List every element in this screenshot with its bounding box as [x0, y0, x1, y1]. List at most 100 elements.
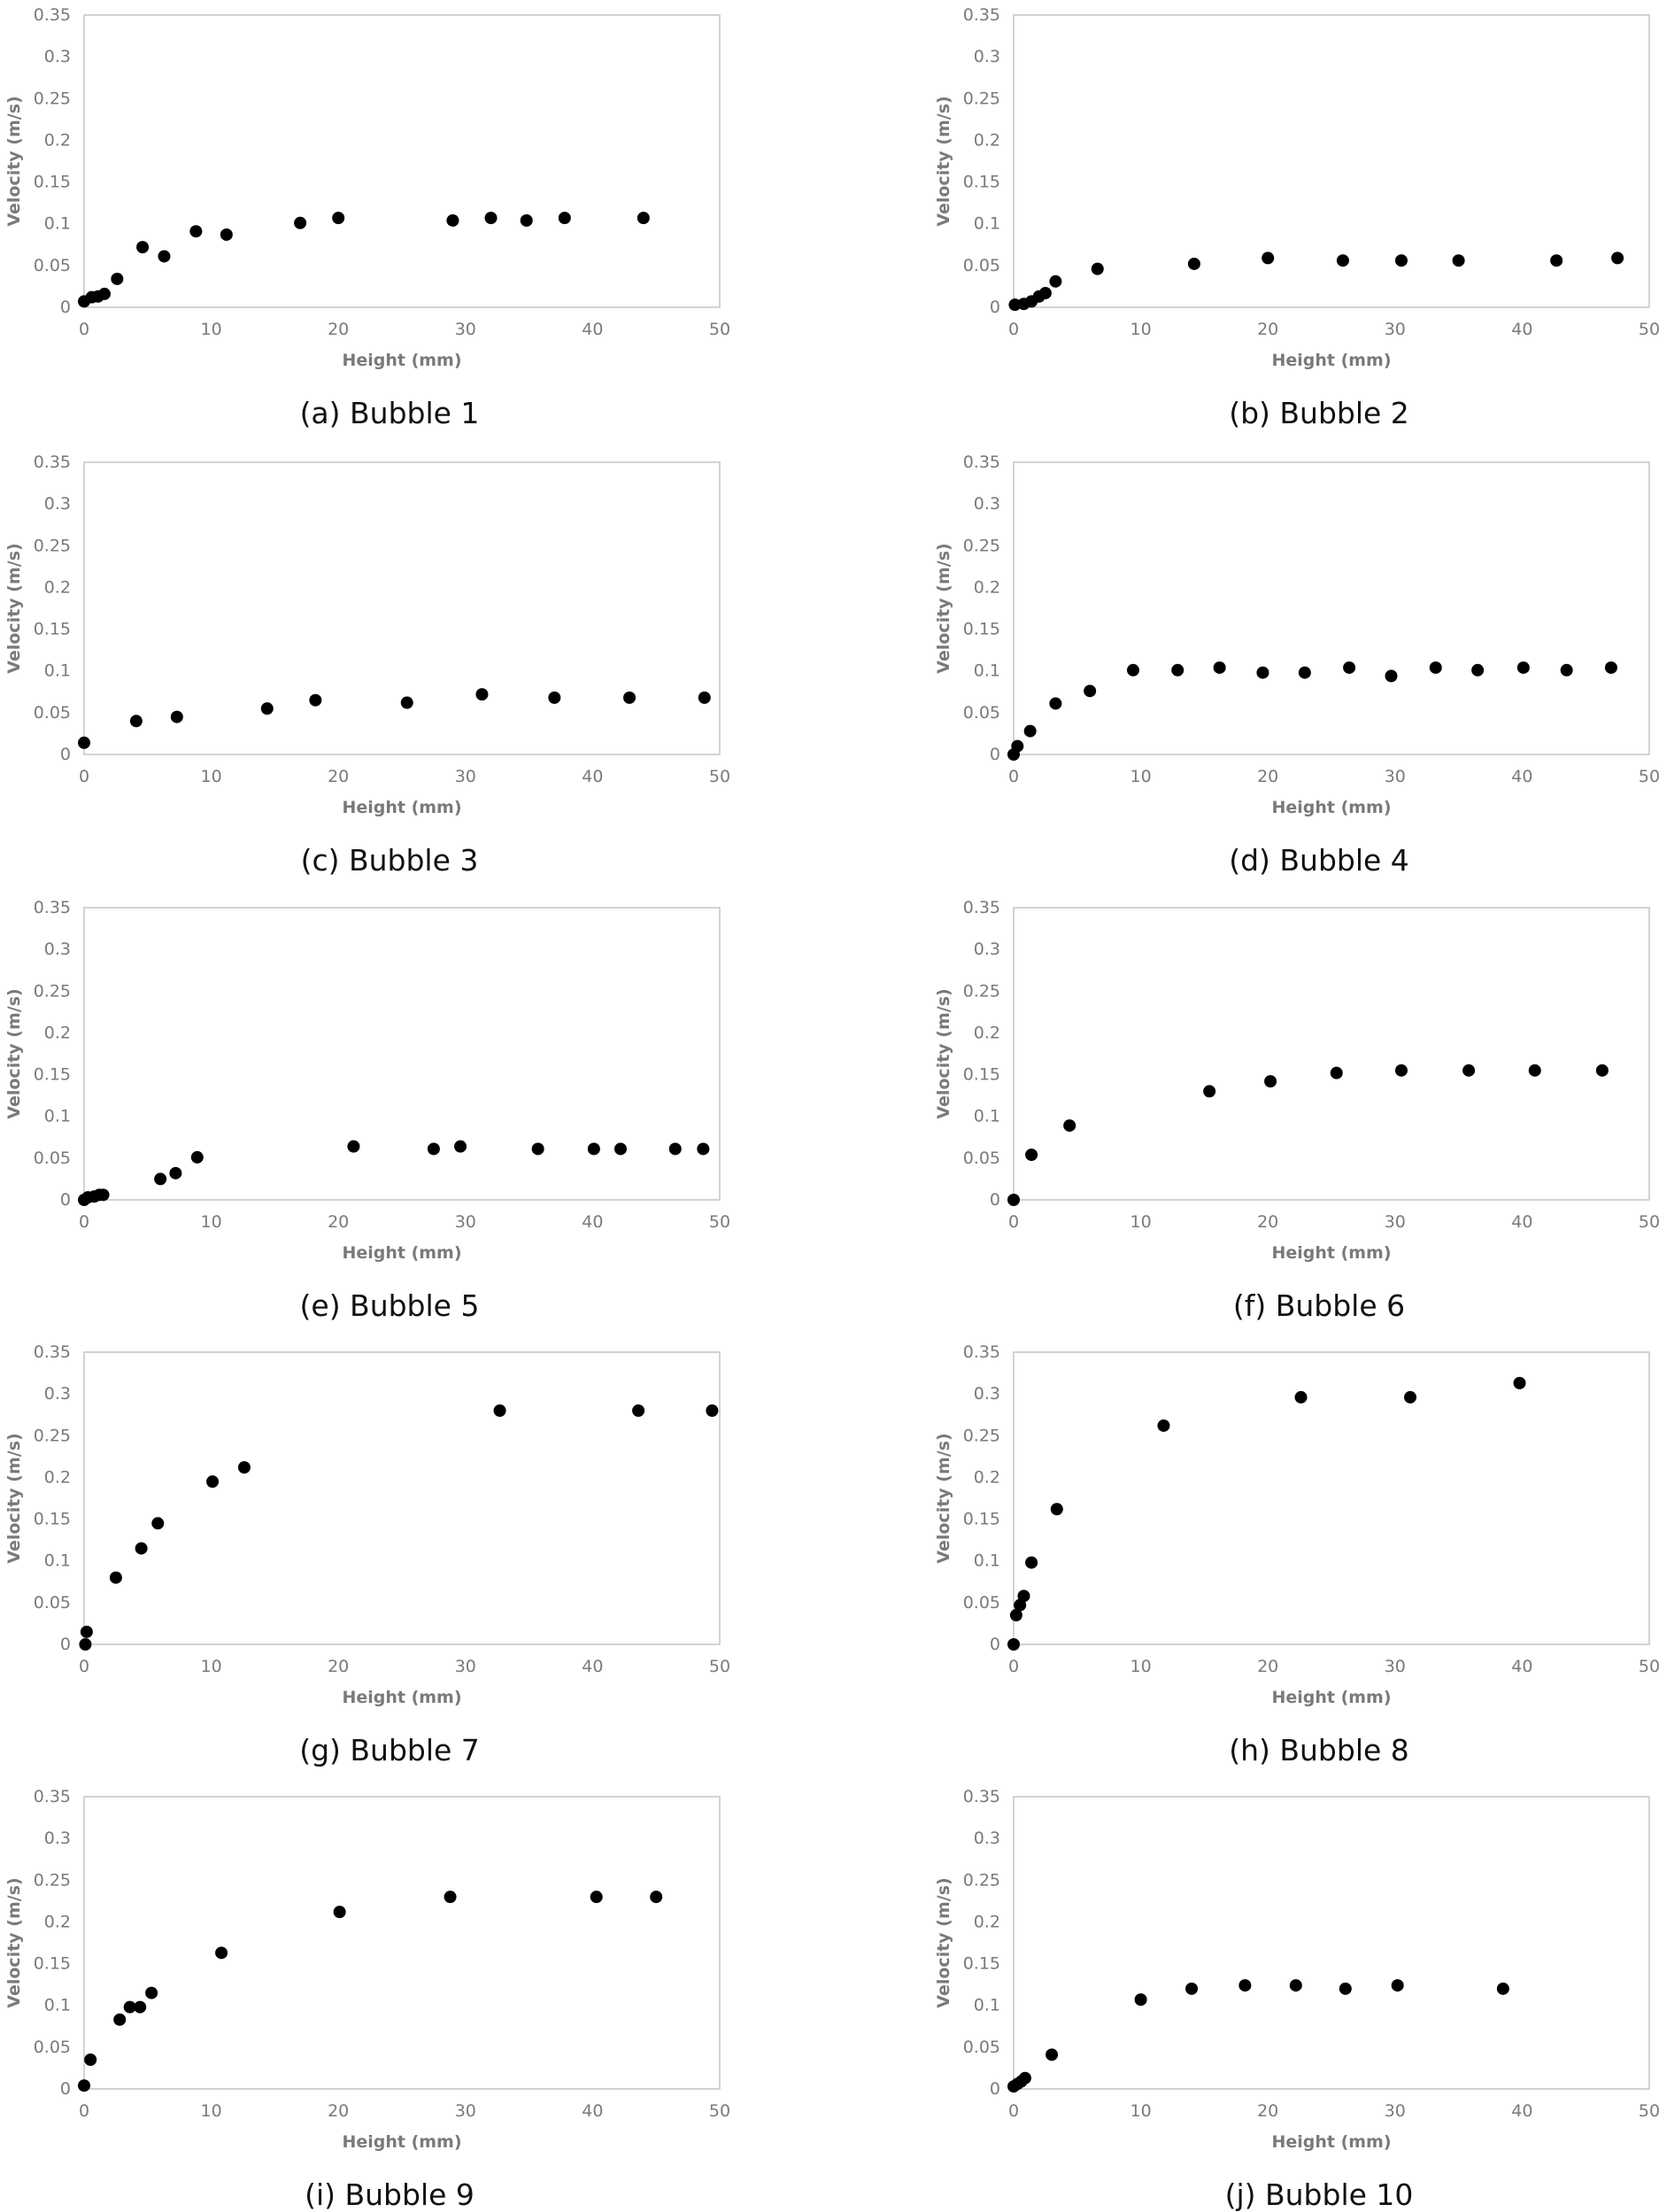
y-tick-label: 0.2 [974, 577, 1000, 597]
y-tick-label: 0.35 [963, 5, 1000, 25]
plot-area [83, 1351, 721, 1645]
x-tick-label: 10 [201, 767, 222, 786]
y-tick-label: 0.2 [44, 577, 71, 597]
y-tick-label: 0.35 [34, 5, 71, 25]
chart-caption: (h) Bubble 8 [1229, 1733, 1409, 1767]
y-tick-label: 0.05 [963, 256, 1000, 275]
x-tick-label: 50 [709, 2101, 730, 2121]
y-tick-label: 0.1 [974, 214, 1000, 234]
y-axis-title: Velocity (m/s) [934, 988, 953, 1118]
y-tick-label: 0.15 [963, 1954, 1000, 1974]
chart-caption: (c) Bubble 3 [300, 843, 479, 878]
data-point [215, 1946, 228, 1960]
y-tick-label: 0.25 [963, 89, 1000, 108]
data-point [1171, 663, 1184, 677]
x-tick-label: 40 [582, 320, 603, 339]
plot-area [1013, 1796, 1650, 2090]
x-axis-title: Height (mm) [342, 2132, 461, 2152]
data-point [332, 212, 345, 225]
data-point [1203, 1085, 1216, 1098]
y-axis-title: Velocity (m/s) [4, 1433, 24, 1563]
x-tick-label: 30 [455, 2101, 476, 2121]
x-tick-label: 50 [1639, 1212, 1659, 1232]
y-axis-title: Velocity (m/s) [934, 543, 953, 673]
x-tick-label: 0 [1008, 1657, 1019, 1676]
x-tick-label: 20 [328, 767, 349, 786]
y-tick-label: 0.35 [34, 1787, 71, 1806]
data-point [145, 1986, 158, 1999]
x-axis-title: Height (mm) [1271, 2132, 1391, 2152]
data-point [1009, 1609, 1022, 1621]
data-point [1429, 661, 1442, 674]
y-tick-label: 0.3 [44, 494, 71, 514]
y-tick-label: 0.25 [963, 1870, 1000, 1890]
data-point [444, 1891, 457, 1904]
y-tick-label: 0.25 [963, 1426, 1000, 1445]
plot-area [83, 461, 721, 755]
data-point [1391, 1979, 1404, 1992]
y-tick-label: 0.3 [974, 494, 1000, 514]
data-point [1394, 254, 1408, 267]
data-point [220, 228, 233, 241]
data-point [1049, 697, 1062, 710]
data-point [78, 2079, 90, 2092]
data-point [520, 213, 533, 227]
y-tick-label: 0.35 [963, 1787, 1000, 1806]
x-tick-label: 10 [201, 2101, 222, 2121]
data-point [1262, 251, 1275, 265]
y-tick-label: 0.05 [34, 703, 71, 723]
y-tick-label: 0.35 [34, 1342, 71, 1362]
y-tick-label: 0.05 [963, 2038, 1000, 2057]
y-tick-label: 0.25 [963, 981, 1000, 1001]
y-tick-label: 0 [60, 298, 71, 317]
chart-svg: 0 0.05 0.1 0.15 0.2 0.25 0.3 0.35 0 10 20 30 40 50 Hei… [934, 5, 1659, 370]
y-tick-label: 0.3 [974, 940, 1000, 959]
data-point [1256, 666, 1269, 679]
y-tick-label: 0.15 [963, 1510, 1000, 1529]
data-point [1008, 298, 1022, 312]
x-tick-label: 20 [328, 2101, 349, 2121]
data-point [80, 1625, 93, 1638]
data-point [309, 693, 322, 707]
x-tick-label: 50 [1639, 767, 1659, 786]
y-axis-title: Velocity (m/s) [4, 1877, 24, 2007]
data-point [558, 212, 571, 225]
y-tick-label: 0 [990, 2079, 1000, 2099]
y-tick-label: 0.15 [34, 1065, 71, 1085]
y-tick-label: 0.35 [34, 898, 71, 917]
data-point [1343, 661, 1356, 674]
data-point [1330, 1066, 1343, 1079]
chart-svg: 0 0.05 0.1 0.15 0.2 0.25 0.3 0.35 0 10 20 30 40 50 Hei… [4, 452, 730, 817]
x-tick-label: 0 [79, 1657, 89, 1676]
data-point [1264, 1075, 1277, 1088]
y-tick-label: 0.1 [44, 1107, 71, 1126]
y-axis-title: Velocity (m/s) [4, 96, 24, 226]
chart-svg: 0 0.05 0.1 0.15 0.2 0.25 0.3 0.35 0 10 20 30 40 50 Hei… [934, 898, 1659, 1263]
plot-area [1013, 1351, 1650, 1645]
y-axis-title: Velocity (m/s) [934, 96, 953, 226]
x-tick-label: 30 [455, 767, 476, 786]
data-point [136, 241, 150, 254]
y-tick-label: 0 [60, 745, 71, 764]
data-point [1550, 254, 1563, 267]
data-point [109, 1571, 122, 1584]
data-point [1404, 1390, 1417, 1404]
y-tick-label: 0.3 [44, 47, 71, 66]
x-tick-label: 10 [1130, 767, 1152, 786]
y-tick-label: 0.3 [974, 1384, 1000, 1404]
x-tick-label: 50 [709, 1657, 730, 1676]
data-point [1063, 1119, 1076, 1133]
x-axis-title: Height (mm) [1271, 798, 1391, 817]
data-point [134, 2000, 147, 2014]
data-point [79, 1638, 92, 1651]
data-point [96, 1188, 110, 1202]
data-point [1213, 661, 1226, 674]
data-point [1126, 663, 1139, 677]
y-tick-label: 0.2 [44, 1467, 71, 1487]
y-tick-label: 0 [990, 298, 1000, 317]
plot-area [1013, 14, 1650, 308]
y-tick-label: 0.3 [44, 1829, 71, 1848]
data-point [698, 691, 711, 704]
data-point [1185, 1982, 1199, 1995]
data-point [548, 691, 561, 704]
